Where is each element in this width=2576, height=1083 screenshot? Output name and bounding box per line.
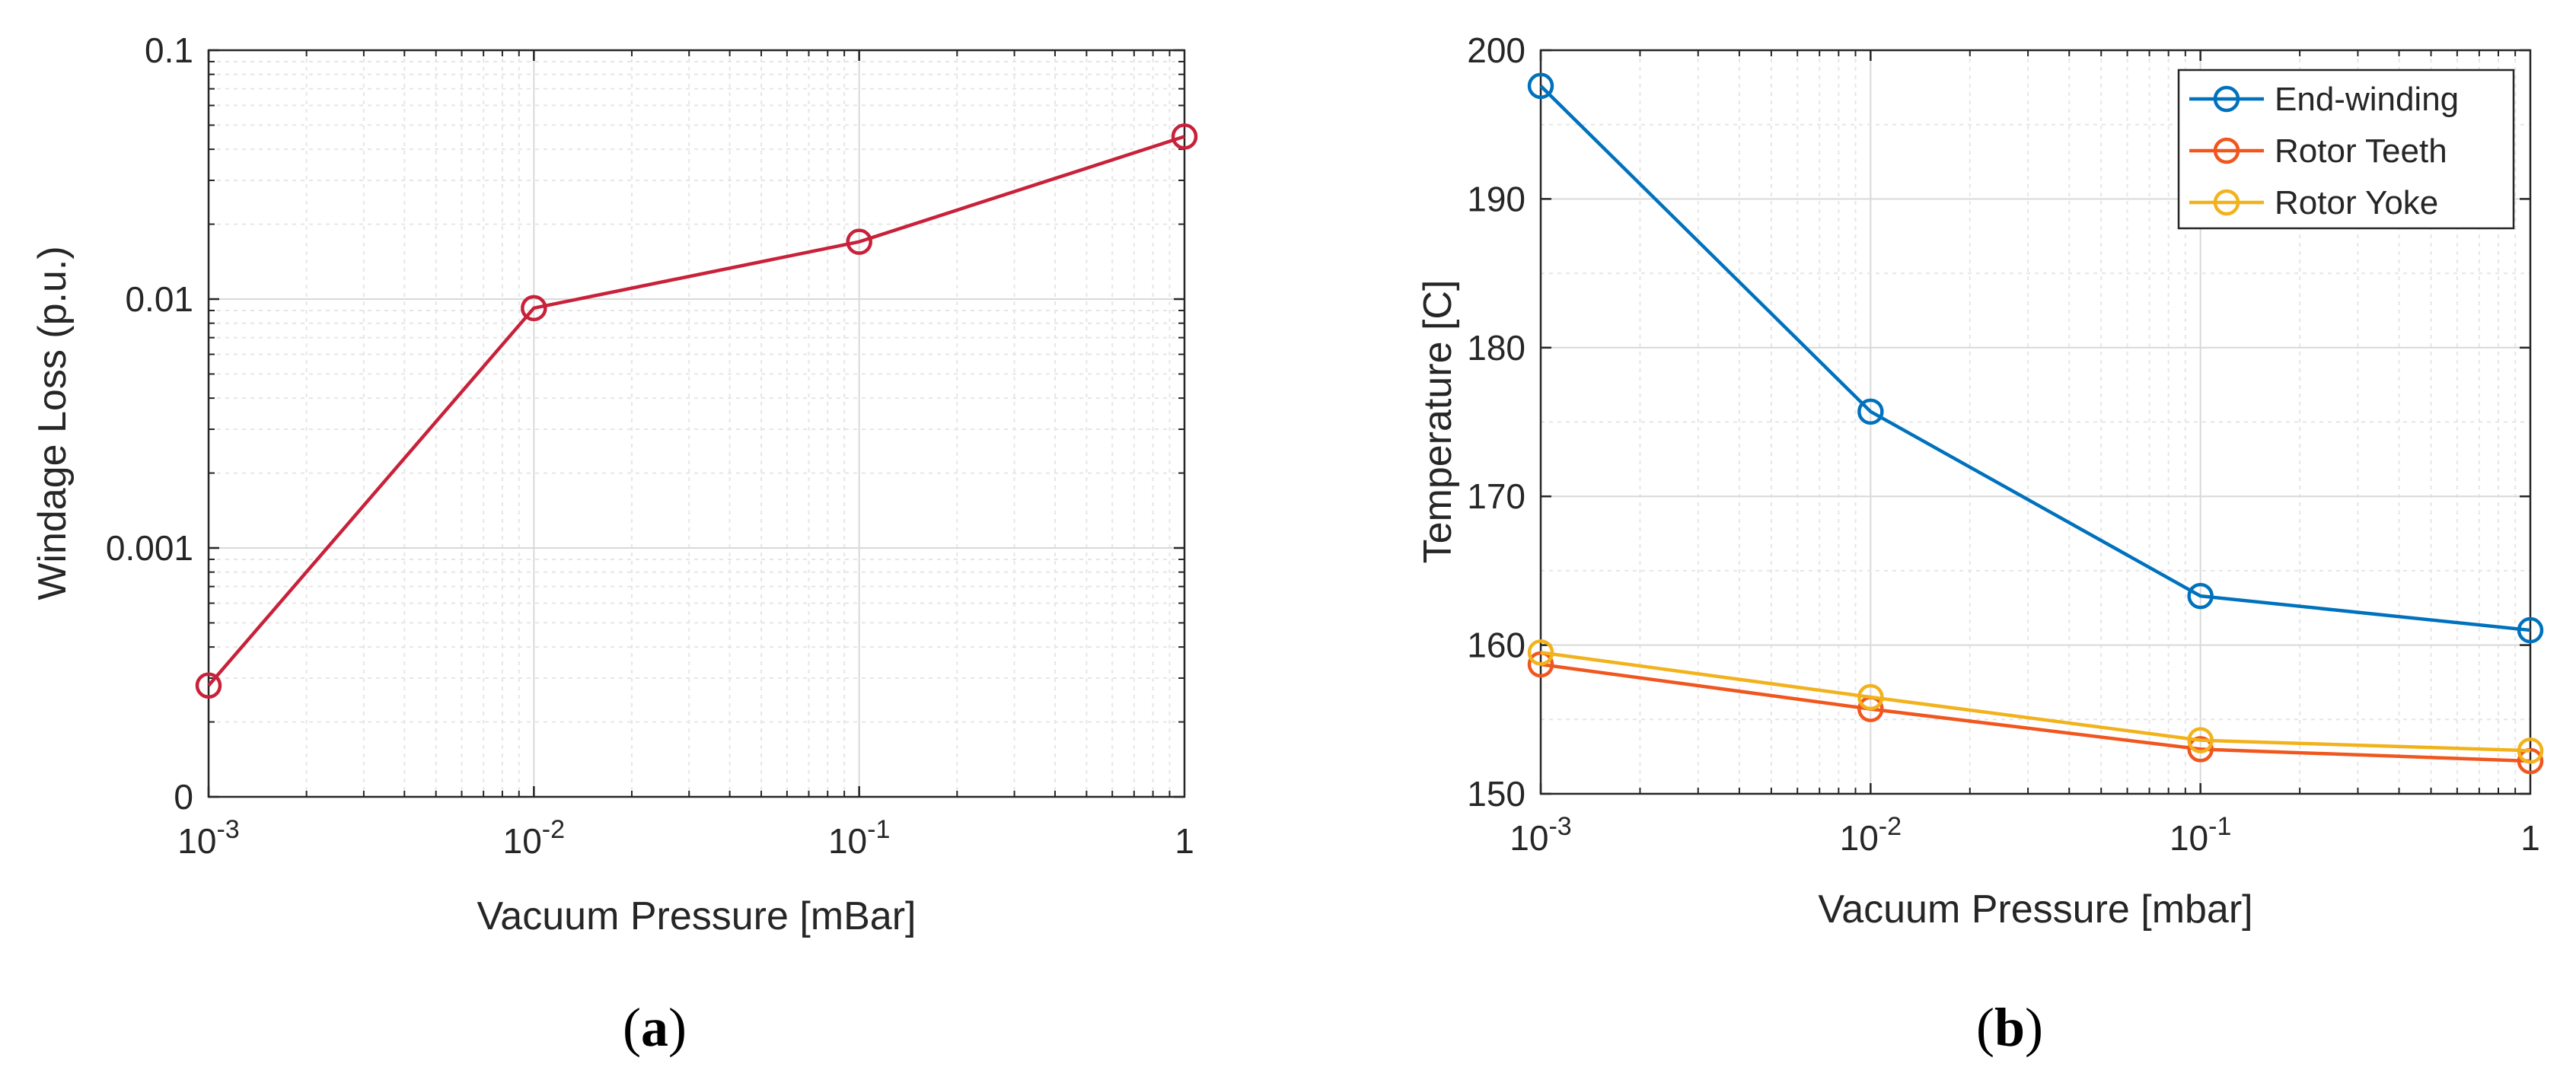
chart-b-axes-box — [1539, 49, 2532, 795]
chart-a-tick-marks — [207, 49, 1184, 798]
data-point — [2187, 582, 2214, 610]
chart-b-tick-marks — [1539, 49, 2530, 795]
data-point — [2517, 737, 2544, 764]
chart-b-x-axis-label: Vacuum Pressure [mbar] — [1818, 887, 2252, 932]
chart-b-x-tick-label: 10-2 — [1840, 812, 1902, 858]
chart-a: 0 0.001 0.01 0.1 10-3 10-2 10-1 1 Vacuum Press… — [30, 30, 1198, 1058]
data-point — [2517, 616, 2544, 644]
data-point — [2187, 736, 2214, 763]
data-point — [1857, 398, 1884, 425]
chart-b-grid — [1540, 49, 2530, 795]
chart-b-y-tick-label: 180 — [1467, 328, 1526, 368]
data-point — [2187, 727, 2214, 753]
series-line-windage-loss — [207, 135, 1185, 687]
chart-b-panel-label: (b) — [1976, 997, 2043, 1058]
chart-a-x-tick-labels: 10-3 10-2 10-1 1 — [177, 815, 1194, 861]
chart-b-x-tick-label: 1 — [2520, 818, 2540, 858]
chart-a-x-axis-label: Vacuum Pressure [mBar] — [477, 894, 916, 938]
legend-label: Rotor Teeth — [2275, 132, 2447, 170]
legend-label: End-winding — [2275, 81, 2459, 118]
chart-a-y-tick-label: 0 — [174, 777, 193, 817]
legend-swatch-marker — [2213, 85, 2240, 113]
legend-label: Rotor Yoke — [2275, 184, 2438, 221]
chart-b-y-tick-label: 160 — [1467, 626, 1526, 665]
data-point — [1527, 639, 1554, 666]
chart-b-y-tick-label: 150 — [1467, 774, 1526, 814]
chart-a-y-tick-label: 0.1 — [145, 30, 193, 70]
chart-a-x-tick-label: 1 — [1175, 821, 1194, 861]
chart-a-axes-box — [207, 49, 1186, 798]
data-point — [195, 672, 222, 699]
chart-b-legend: End-winding Rotor Teeth Rotor Yoke — [2177, 68, 2515, 230]
data-point — [1171, 123, 1198, 150]
chart-a-y-tick-label: 0.001 — [106, 528, 193, 568]
chart-a-y-tick-labels: 0 0.001 0.01 0.1 — [106, 30, 193, 817]
chart-b-y-tick-label: 200 — [1467, 30, 1526, 70]
chart-b-y-axis-label: Temperature [C] — [1416, 280, 1460, 564]
chart-b-y-tick-label: 170 — [1467, 476, 1526, 516]
chart-b-series — [1527, 72, 2544, 775]
legend-swatch-marker — [2213, 189, 2240, 216]
chart-a-plot-area — [209, 50, 1184, 797]
series-line-rotor-yoke — [1540, 651, 2531, 753]
data-point — [521, 295, 547, 322]
chart-b-x-tick-labels: 10-3 10-2 10-1 1 — [1510, 812, 2540, 858]
legend-swatch-marker — [2213, 137, 2240, 164]
chart-b: 150 160 170 180 190 200 10-3 10-2 10-1 1 End-win… — [1416, 30, 2544, 1058]
chart-b-y-tick-labels: 150 160 170 180 190 200 — [1467, 30, 1526, 814]
series-line-rotor-teeth — [1540, 662, 2531, 763]
chart-a-x-tick-label: 10-1 — [828, 815, 890, 861]
data-point — [846, 228, 872, 255]
data-point — [1527, 72, 1554, 100]
chart-a-series — [195, 123, 1198, 699]
series-line-end-winding — [1539, 84, 2531, 632]
chart-a-y-tick-label: 0.01 — [125, 279, 193, 319]
chart-b-x-tick-label: 10-3 — [1510, 812, 1571, 858]
chart-a-x-tick-label: 10-3 — [177, 815, 239, 861]
chart-a-panel-label: (a) — [623, 997, 687, 1058]
data-point — [1857, 683, 1884, 711]
chart-a-x-tick-label: 10-2 — [503, 815, 565, 861]
chart-b-y-tick-label: 190 — [1467, 179, 1526, 218]
chart-a-y-axis-label: Windage Loss (p.u.) — [30, 246, 75, 600]
chart-b-x-tick-label: 10-1 — [2170, 812, 2231, 858]
